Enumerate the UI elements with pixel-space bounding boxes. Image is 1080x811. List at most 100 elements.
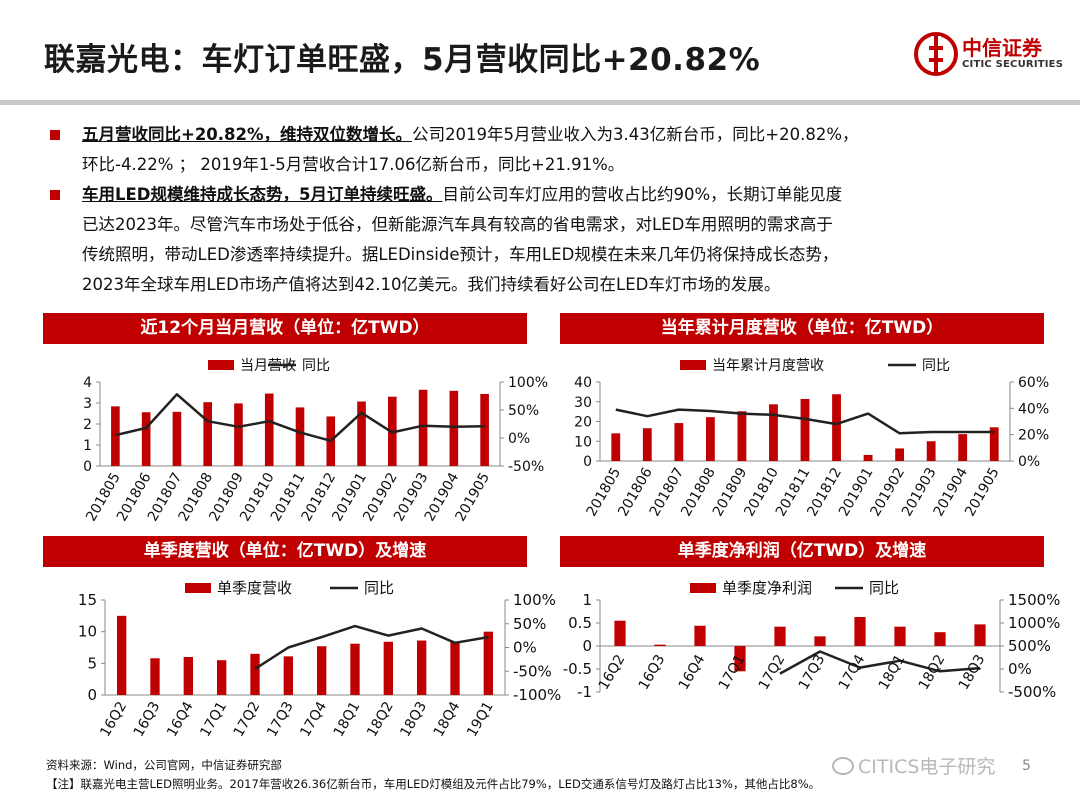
left-axis-tick-label: 0 xyxy=(582,637,592,655)
x-tick-label: 16Q4 xyxy=(164,699,197,740)
left-axis-tick-label: 10 xyxy=(574,434,592,450)
monthly-revenue-chart: 当月营收同比01234-50%0%50%100%2018052018062018… xyxy=(83,358,548,524)
x-tick-label: 17Q4 xyxy=(297,699,330,740)
bullet-text: 2023年全球车用LED市场产值将达到42.10亿美元。我们持续看好公司在LED… xyxy=(82,275,781,294)
series-line xyxy=(615,408,995,435)
right-axis-tick-label: 1000% xyxy=(1008,614,1060,632)
right-axis-tick-label: 100% xyxy=(513,591,556,609)
left-axis-tick-label: 40 xyxy=(574,375,592,391)
bar xyxy=(449,390,459,466)
left-axis-tick-label: 0 xyxy=(87,686,97,704)
bar xyxy=(832,394,841,461)
legend-label-bar: 单季度营收 xyxy=(217,579,292,597)
legend-swatch-bar xyxy=(185,583,211,593)
x-tick-label: 18Q2 xyxy=(916,652,949,693)
x-tick-label: 17Q2 xyxy=(231,699,264,740)
x-tick-label: 18Q1 xyxy=(331,699,364,740)
bar xyxy=(974,624,986,646)
bar xyxy=(418,389,428,466)
cumulative-revenue-chart: 当年累计月度营收 同比0102030400%20%40%60%2018052018… xyxy=(574,358,1049,519)
bar xyxy=(642,428,652,461)
bullet-text: 目前公司车灯应用的营收占比约90%，长期订单能见度 xyxy=(442,185,843,204)
left-axis-tick-label: 1 xyxy=(83,438,92,454)
watermark-text: CITICS电子研究 xyxy=(858,756,996,778)
legend-label-line: 同比 xyxy=(302,358,330,374)
right-axis-tick-label: 0% xyxy=(1018,454,1040,470)
left-axis-tick-label: 10 xyxy=(78,623,97,641)
bar xyxy=(958,434,968,461)
bar xyxy=(183,657,193,695)
footnote: 【注】联嘉光电主营LED照明业务。2017年营收26.36亿新台币，车用LED灯… xyxy=(46,777,821,791)
left-axis-tick-label: 30 xyxy=(574,395,592,411)
x-tick-label: 16Q3 xyxy=(131,699,164,740)
citic-logo: 中信证券 CITIC SECURITIES xyxy=(914,30,1064,82)
bullet-item-revenue: 五月营收同比+20.82%，维持双位数增长。公司2019年5月营业收入为3.43… xyxy=(50,120,1050,180)
bar xyxy=(934,632,946,646)
bar xyxy=(895,448,905,461)
left-axis-tick-label: 0 xyxy=(83,459,92,475)
legend-swatch-bar xyxy=(690,583,716,593)
source-note: 资料来源：Wind，公司官网，中信证券研究部 xyxy=(46,758,282,772)
legend-swatch-bar xyxy=(208,360,234,370)
x-tick-label: 16Q4 xyxy=(676,652,709,693)
logo-english-name: CITIC SECURITIES xyxy=(962,59,1064,70)
legend-label-line: 同比 xyxy=(364,579,394,597)
x-tick-label: 16Q2 xyxy=(97,699,130,740)
right-axis-tick-label: -100% xyxy=(513,686,561,704)
bar xyxy=(234,403,243,466)
right-axis-tick-label: -500% xyxy=(1008,683,1056,701)
quarterly-net-profit-chart: 单季度净利润 同比 -1 -0.5 0 0.5 1 -500% 0% 500% 1000% 1500%… xyxy=(563,579,1061,701)
bar xyxy=(854,617,866,646)
page-title: 联嘉光电：车灯订单旺盛，5月营收同比+20.82% xyxy=(44,42,761,78)
bar xyxy=(674,423,684,461)
bar xyxy=(863,454,873,461)
x-tick-label: 18Q3 xyxy=(397,699,430,740)
bar xyxy=(150,658,160,695)
bullet-text: 公司2019年5月营业收入为3.43亿新台币，同比+20.82%， xyxy=(412,125,859,144)
bar xyxy=(769,404,778,461)
bullet-lead: 五月营收同比+20.82%，维持双位数增长。 xyxy=(82,125,413,144)
right-axis-tick-label: 500% xyxy=(1008,637,1051,655)
right-axis-tick-label: 0% xyxy=(508,431,530,447)
left-axis-tick-label: 5 xyxy=(87,654,97,672)
wechat-icon xyxy=(832,757,854,775)
bar xyxy=(264,393,274,466)
right-axis-tick-label: 1500% xyxy=(1008,591,1060,609)
bar xyxy=(141,412,151,466)
x-tick-label: 19Q1 xyxy=(464,699,497,740)
bar xyxy=(611,433,621,461)
bar xyxy=(814,636,826,646)
right-axis-tick-label: 50% xyxy=(508,403,539,419)
page-number: 5 xyxy=(1022,758,1031,774)
bar xyxy=(989,427,999,461)
bar xyxy=(117,615,127,695)
x-tick-label: 17Q1 xyxy=(197,699,230,740)
left-axis-tick-label: -1 xyxy=(577,683,592,701)
series-line xyxy=(779,650,981,675)
bar xyxy=(705,417,715,461)
left-axis-tick-label: 0 xyxy=(583,454,592,470)
left-axis-tick-label: 3 xyxy=(83,396,92,412)
bar xyxy=(350,643,360,695)
bar xyxy=(417,640,427,695)
left-axis-tick-label: 4 xyxy=(83,375,92,391)
chart-title-cumulative-revenue: 当年累计月度营收（单位：亿TWD） xyxy=(560,313,1044,344)
header-divider xyxy=(0,100,1080,105)
x-tick-label: 18Q3 xyxy=(956,652,989,693)
chart-title-quarterly-revenue: 单季度营收（单位：亿TWD）及增速 xyxy=(43,536,527,567)
chart-title-quarterly-net-profit: 单季度净利润（亿TWD）及增速 xyxy=(560,536,1044,567)
bar xyxy=(654,644,666,646)
watermark: CITICS电子研究 xyxy=(832,752,995,779)
right-axis-tick-label: 50% xyxy=(513,615,546,633)
bar xyxy=(926,441,936,461)
bar xyxy=(694,625,706,646)
bullet-square-icon xyxy=(50,130,60,140)
bar xyxy=(800,398,810,461)
x-tick-label: 16Q2 xyxy=(596,652,629,693)
bullet-text: 传统照明，带动LED渗透率持续提升。据LEDinside预计，车用LED规模在未… xyxy=(82,245,839,264)
bar xyxy=(774,626,786,646)
citic-logo-icon xyxy=(914,32,958,76)
bar xyxy=(734,646,746,672)
bar xyxy=(894,626,906,646)
